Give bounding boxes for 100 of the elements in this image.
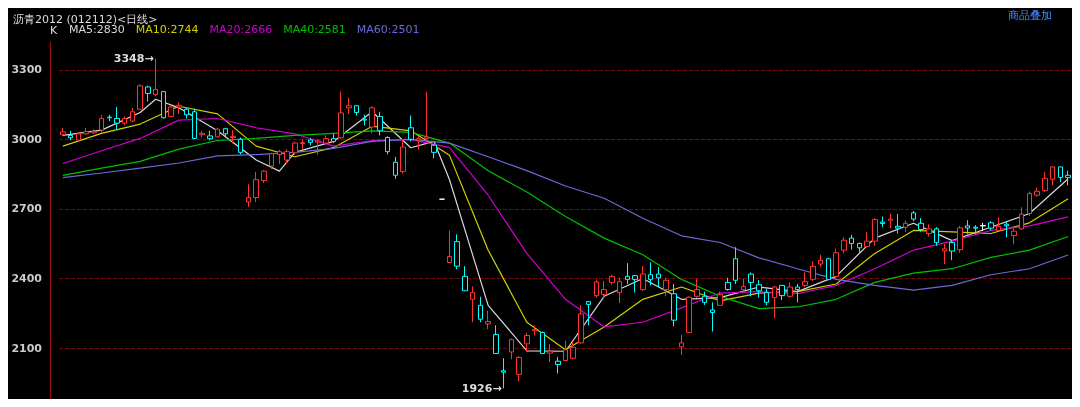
candlestick <box>1042 171 1048 193</box>
text: MA40:2581 <box>283 23 346 36</box>
candlestick <box>849 234 854 251</box>
candlestick <box>725 277 731 292</box>
candlestick <box>532 324 537 336</box>
candlestick <box>625 262 630 285</box>
candlestick <box>207 130 213 142</box>
candlestick <box>826 257 831 281</box>
candlestick <box>1050 165 1055 186</box>
candlestick <box>1011 226 1017 245</box>
text: MA10:2744 <box>135 23 199 36</box>
candlestick <box>223 127 228 139</box>
candlestick <box>702 291 707 306</box>
candlestick <box>779 284 785 301</box>
candlestick <box>563 340 568 362</box>
candlestick <box>114 106 120 130</box>
text: MA20:2666 <box>209 23 273 36</box>
candlestick <box>671 283 677 327</box>
candlestick <box>679 334 684 356</box>
candlestick <box>934 226 939 247</box>
candlestick <box>710 301 715 333</box>
candlestick <box>601 280 607 300</box>
candlestick <box>833 248 839 280</box>
candlestick <box>857 242 862 255</box>
candlestick <box>277 149 282 165</box>
candlestick <box>447 229 452 263</box>
candlestick <box>470 285 475 323</box>
candlestick <box>300 138 305 151</box>
candlestick <box>493 324 499 355</box>
y-tick-label: 2700 <box>11 202 43 216</box>
candlestick <box>1019 206 1024 231</box>
candlestick <box>555 356 561 374</box>
text: MA60:2501 <box>356 23 420 36</box>
candlestick <box>107 114 112 122</box>
candlestick <box>400 138 406 175</box>
candlestick <box>362 114 367 126</box>
candlestick <box>478 296 483 323</box>
candlestick <box>1027 191 1032 217</box>
candlestick <box>308 137 313 146</box>
candlestick <box>547 343 553 363</box>
candlestick <box>338 91 344 140</box>
candlestick <box>292 140 298 156</box>
candlestick <box>416 135 421 151</box>
candlestick <box>509 338 514 360</box>
candlestick <box>454 233 460 270</box>
candlestick <box>60 127 66 136</box>
candlestick <box>772 284 777 319</box>
candlestick <box>540 331 545 355</box>
candlestick <box>176 102 182 115</box>
candlestick <box>192 108 197 140</box>
candlestick <box>122 115 127 126</box>
candlestick <box>385 135 390 155</box>
candlestick <box>787 281 793 299</box>
candlestick <box>323 134 329 145</box>
candlestick <box>377 111 383 136</box>
candlestick <box>284 148 290 164</box>
candlestick <box>872 217 878 247</box>
candlestick <box>640 265 646 292</box>
candlestick <box>570 341 576 360</box>
annotation: 3348→ <box>113 52 154 66</box>
candlestick <box>918 217 924 233</box>
candlestick <box>68 130 73 141</box>
candlestick <box>632 274 638 294</box>
candlestick <box>462 265 468 292</box>
candlestick <box>331 133 336 144</box>
candlestick <box>926 223 932 237</box>
y-tick-label: 3000 <box>11 132 43 146</box>
candlestick <box>184 107 189 119</box>
candlestick <box>261 169 267 184</box>
candlestick <box>408 114 414 142</box>
candlestick <box>1004 221 1009 238</box>
candlestick <box>99 114 104 133</box>
candlestick <box>91 128 97 135</box>
y-tick-label: 3300 <box>11 63 43 77</box>
candlestick <box>911 210 916 222</box>
annotation: 1926→ <box>461 381 502 395</box>
candlestick <box>516 355 522 382</box>
chart-title: 沥青2012 (012112)<日线> <box>13 13 158 26</box>
text: K <box>50 24 58 37</box>
candlestick <box>965 219 970 235</box>
candlestick <box>756 279 762 299</box>
candlestick <box>764 288 769 306</box>
candlestick <box>1034 187 1040 198</box>
candlestick <box>663 277 669 297</box>
candlestick <box>315 138 321 156</box>
candlestick <box>369 105 375 134</box>
candlestick <box>864 231 870 248</box>
candlestick <box>795 283 800 303</box>
candlestick <box>717 291 723 307</box>
candlestick <box>168 105 174 118</box>
candlestick <box>246 183 251 208</box>
candlestick <box>393 156 398 180</box>
candlestick <box>942 243 947 265</box>
candlestick <box>83 127 89 135</box>
candlestick <box>957 225 963 254</box>
candlestick <box>888 213 893 229</box>
candlestick <box>988 220 994 231</box>
candlestick <box>137 83 143 111</box>
candlestick <box>238 137 243 155</box>
candlestick <box>594 278 599 299</box>
